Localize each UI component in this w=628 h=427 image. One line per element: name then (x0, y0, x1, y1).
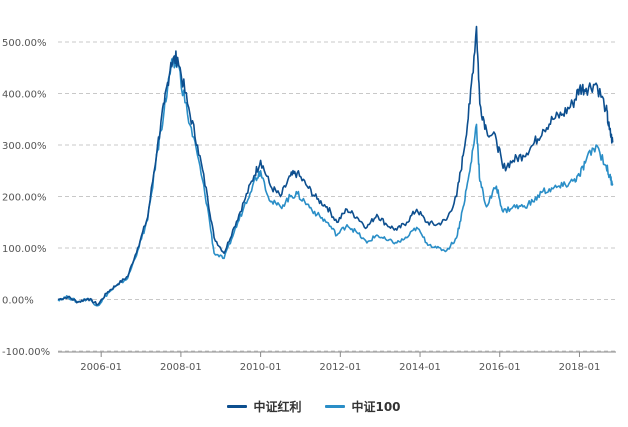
x-tick-label: 2010-01 (240, 362, 282, 373)
x-tick-label: 2018-01 (559, 362, 601, 373)
y-tick-label: 500.00% (2, 38, 47, 49)
x-tick-label: 2006-01 (80, 362, 122, 373)
series-line-2 (57, 57, 614, 307)
x-tick-label: 2016-01 (479, 362, 521, 373)
y-tick-label: 200.00% (2, 193, 47, 204)
y-axis-ticks: -100.00% 0.00% 100.00% 200.00% 300.00% 400.00… (2, 38, 50, 358)
x-tick-label: 2008-01 (160, 362, 202, 373)
gridlines (58, 41, 616, 353)
y-tick-label: 0.00% (2, 296, 34, 307)
x-tick-label: 2012-01 (319, 362, 361, 373)
legend-label-series-2: 中证100 (351, 400, 401, 414)
x-axis-ticks: 2006-01 2008-01 2010-01 2012-01 2014-01 2016-… (80, 352, 600, 373)
y-tick-label: 400.00% (2, 90, 47, 101)
y-tick-label: 100.00% (2, 244, 47, 255)
legend-swatch-series-2 (325, 405, 346, 408)
legend: 中证红利 中证100 (0, 398, 628, 415)
y-tick-label: 300.00% (2, 141, 47, 152)
x-tick-label: 2014-01 (399, 362, 441, 373)
legend-item-series-2[interactable]: 中证100 (325, 398, 401, 415)
legend-label-series-1: 中证红利 (253, 400, 302, 414)
series-lines (57, 25, 614, 307)
y-tick-label: -100.00% (2, 347, 50, 358)
series-line-1 (57, 25, 614, 306)
legend-swatch-series-1 (227, 405, 248, 408)
legend-item-series-1[interactable]: 中证红利 (227, 398, 301, 415)
